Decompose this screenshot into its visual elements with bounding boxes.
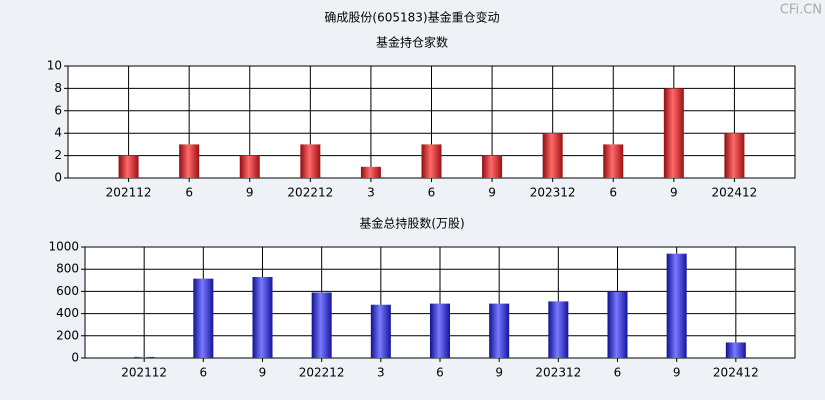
x-tick-label: 202412 [712,186,758,200]
bar [603,144,624,178]
bar [430,303,450,358]
x-tick-label: 6 [185,186,193,200]
x-tick-label: 6 [436,366,444,380]
bar [300,144,321,178]
x-tick-label: 202312 [535,366,581,380]
y-tick-label: 400 [56,306,79,320]
x-tick-label: 202112 [121,366,167,380]
chart-title: 基金持仓家数 [376,35,448,50]
bar [548,301,569,358]
x-tick-label: 9 [673,366,681,380]
bar [666,253,687,358]
bar [725,342,746,358]
bar [311,292,332,358]
y-tick-label: 800 [56,262,79,276]
x-tick-label: 202112 [106,186,152,200]
y-tick-label: 6 [54,103,62,117]
x-tick-label: 9 [259,366,267,380]
bar [482,155,503,178]
x-tick-label: 202412 [713,366,759,380]
x-tick-label: 202212 [299,366,345,380]
y-tick-label: 1000 [48,240,79,254]
x-tick-label: 6 [609,186,617,200]
watermark: CFi.CN [780,3,822,18]
x-tick-label: 6 [428,186,436,200]
bar [489,303,510,358]
bar [118,155,139,178]
x-tick-label: 202212 [287,186,333,200]
x-tick-label: 9 [495,366,503,380]
y-tick-label: 4 [54,126,62,140]
bar [724,133,745,178]
bar [663,88,684,178]
x-tick-label: 9 [246,186,254,200]
y-tick-label: 600 [56,284,79,298]
bar [252,276,273,358]
y-tick-label: 0 [71,351,79,365]
bar [179,144,200,178]
y-tick-label: 8 [54,81,62,95]
x-tick-label: 6 [614,366,622,380]
bar [134,356,155,358]
y-tick-label: 2 [54,148,62,162]
x-tick-label: 9 [488,186,496,200]
x-tick-label: 9 [670,186,678,200]
bar [370,304,391,358]
x-tick-label: 6 [200,366,208,380]
chart-title: 基金总持股数(万股) [359,216,464,231]
x-tick-label: 202312 [530,186,576,200]
page-title: 确成股份(605183)基金重仓变动 [324,10,499,25]
x-tick-label: 3 [367,186,375,200]
y-tick-label: 200 [56,328,79,342]
bar [421,144,442,178]
bar [239,155,260,178]
bar [193,278,214,358]
bar [542,133,563,178]
y-tick-label: 0 [54,171,62,185]
x-tick-label: 3 [377,366,385,380]
bar [607,291,628,358]
bar [360,166,381,178]
y-tick-label: 10 [47,59,62,73]
